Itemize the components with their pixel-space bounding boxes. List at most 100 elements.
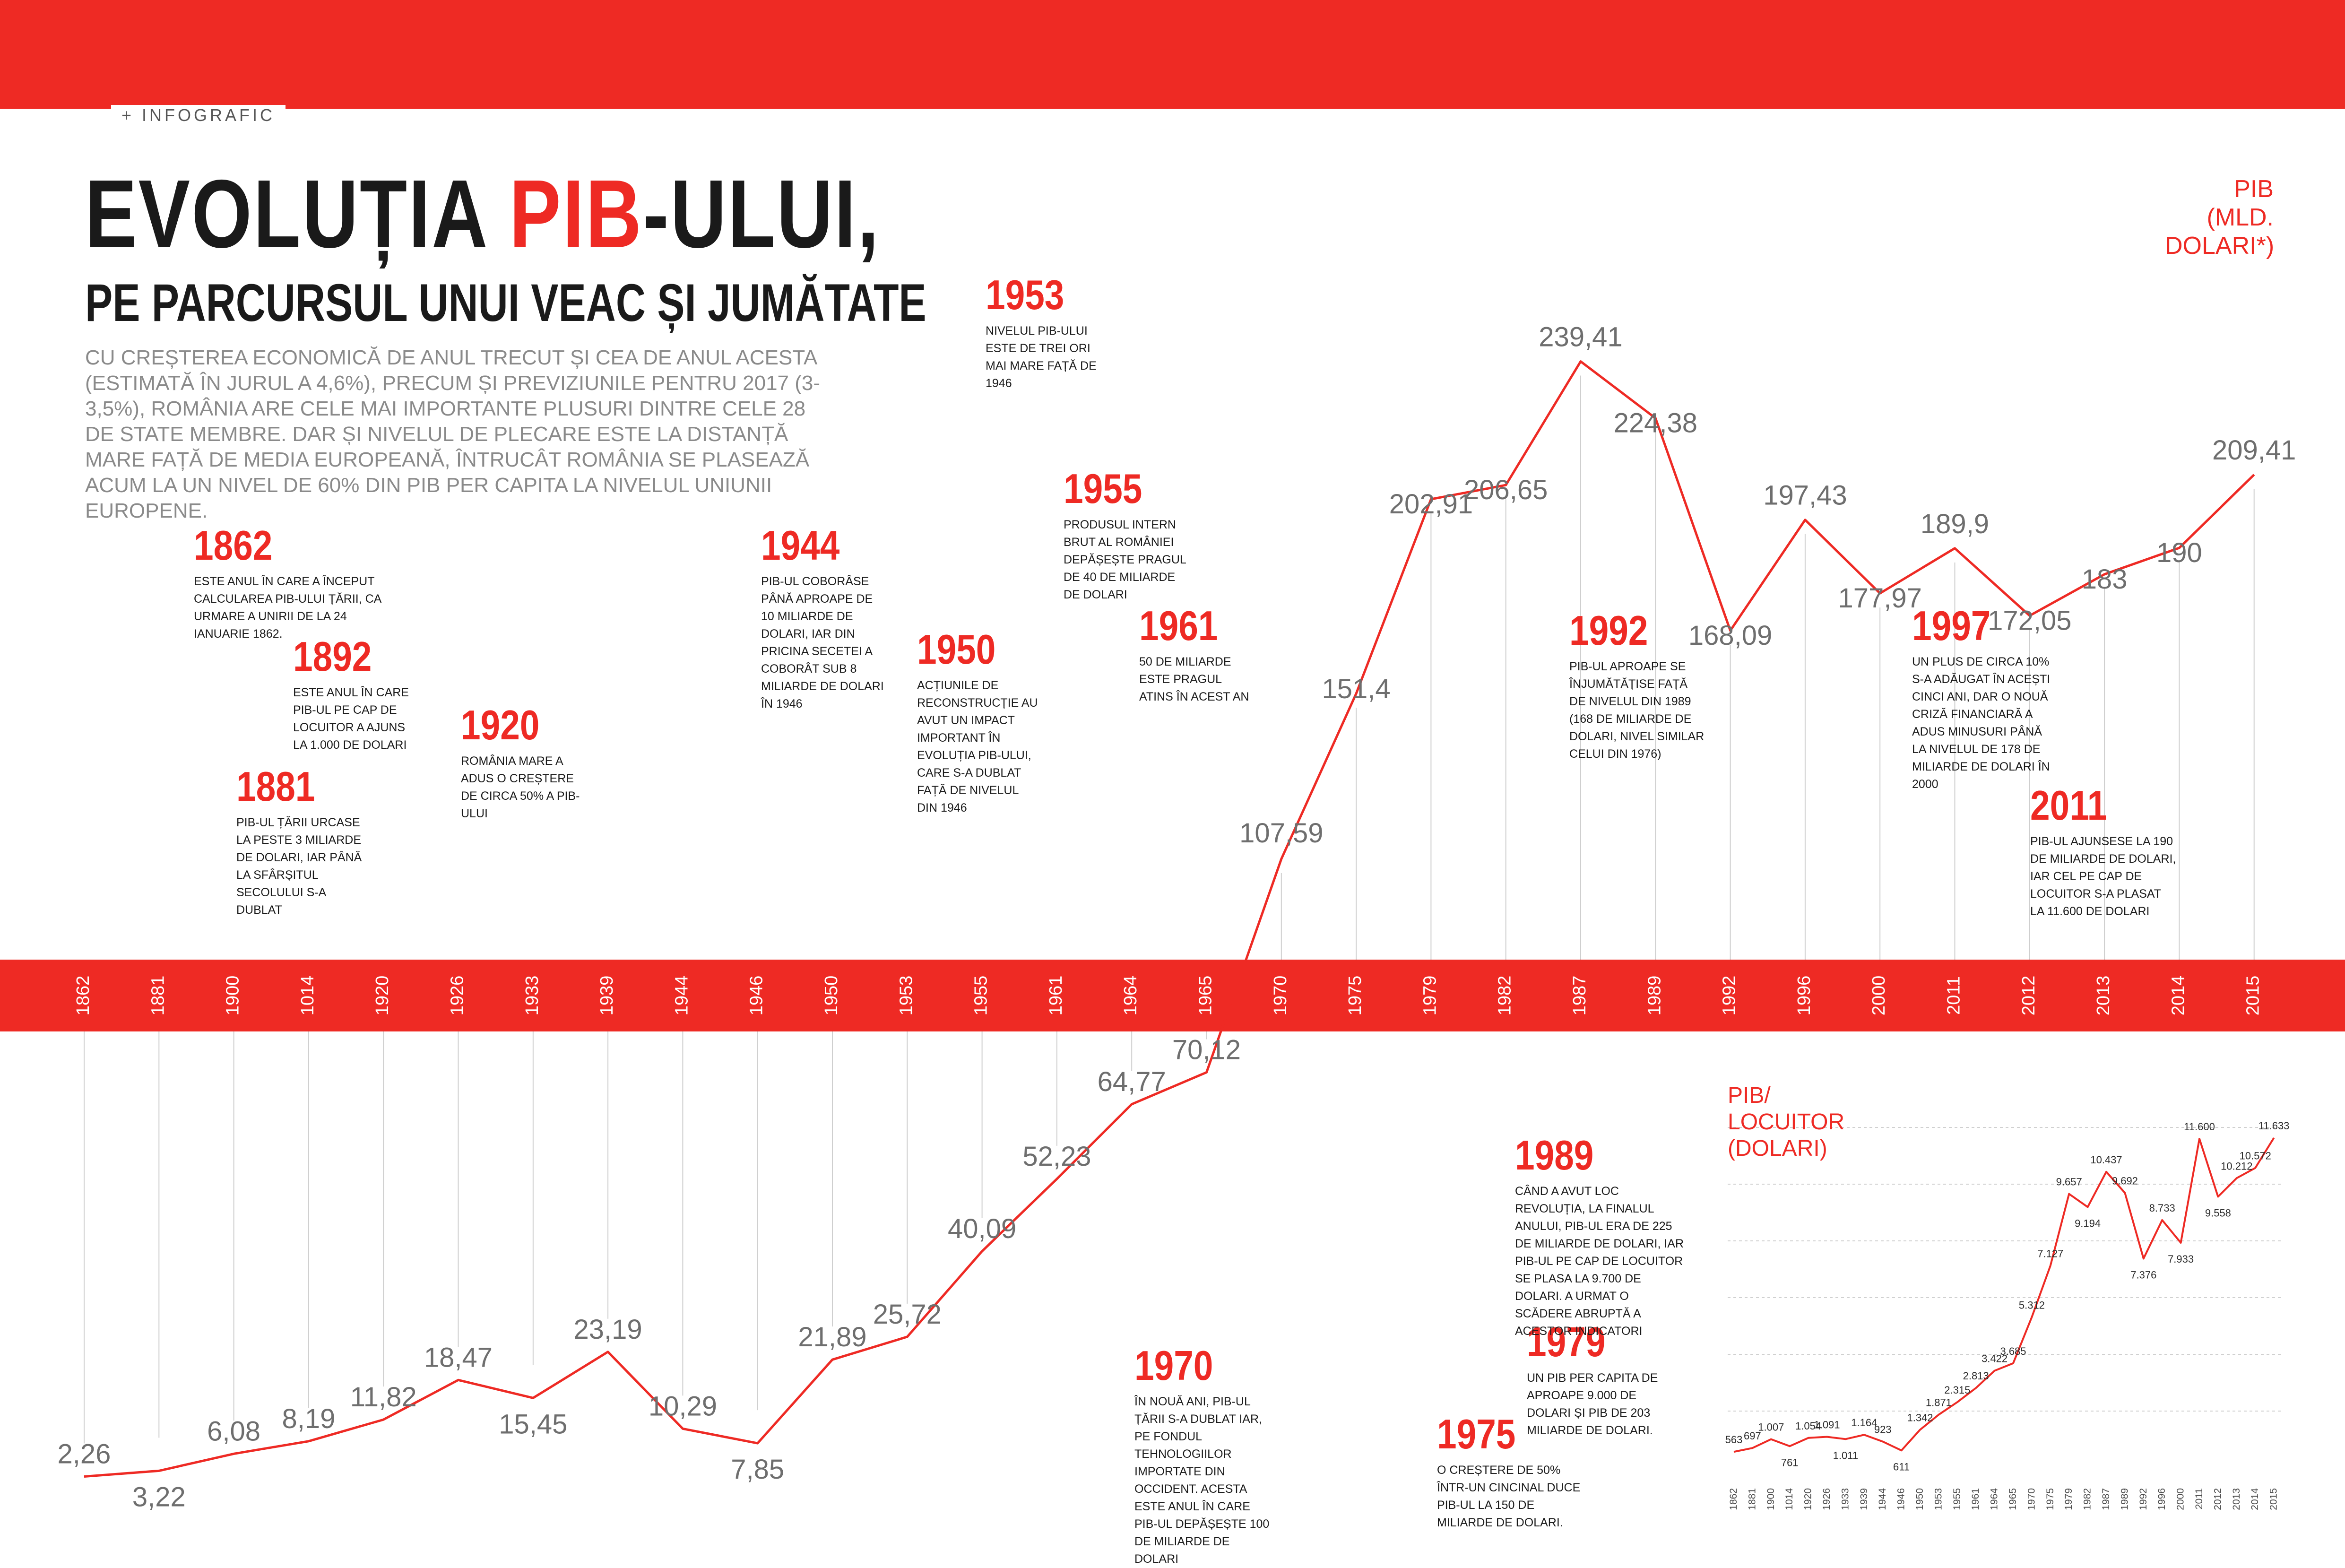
event-2011: 2011 PIB-ul ajunsese la 190 de miliarde … [2030,785,2177,920]
value-label-1992: 168,09 [1688,620,1772,651]
capita-year-tick-1862: 1862 [1728,1488,1739,1510]
event-year: 1979 [1527,1318,1606,1365]
capita-year-tick-1996: 1996 [2156,1488,2167,1510]
capita-year-tick-1881: 1881 [1747,1488,1757,1510]
year-tick-1900: 1900 [223,976,243,1016]
year-tick-2013: 2013 [2094,976,2113,1016]
capita-year-tick-1944: 1944 [1877,1488,1888,1510]
capita-year-tick-1970: 1970 [2026,1488,2037,1510]
capita-value-label-1992: 7.376 [2130,1269,2156,1281]
capita-value-label-1862: 563 [1725,1434,1743,1446]
event-year: 1862 [194,522,273,569]
event-year: 1989 [1515,1132,1594,1178]
year-tick-1881: 1881 [148,976,168,1016]
value-label-2011: 189,9 [1921,509,1989,539]
year-tick-1996: 1996 [1794,976,1814,1016]
event-1944: 1944 PIB-ul coborâse până aproape de 10 … [761,525,889,713]
event-text: Un PIB per capita de aproape 9.000 de do… [1527,1371,1658,1437]
value-label-1975: 151,4 [1322,674,1391,704]
capita-year-tick-2014: 2014 [2250,1488,2260,1510]
year-tick-1992: 1992 [1720,976,1739,1016]
value-label-2000: 177,97 [1838,583,1921,614]
event-1950: 1950 Acțiunile de reconstrucție au avut … [917,629,1040,817]
capita-year-tick-1961: 1961 [1970,1488,1981,1510]
year-tick-1965: 1965 [1196,976,1216,1016]
year-tick-2014: 2014 [2168,976,2188,1016]
event-text: PIB-ul țării urcase la peste 3 miliarde … [236,816,362,917]
event-1992: 1992 PIB-ul aproape se înjumătățise față… [1569,610,1706,763]
timeline-band [0,960,2345,1031]
capita-year-tick-1975: 1975 [2045,1488,2056,1510]
capita-year-tick-1946: 1946 [1896,1488,1907,1510]
capita-value-label-1953: 1.871 [1926,1397,1952,1409]
event-text: Produsul intern brut al României depășeș… [1064,518,1186,601]
event-1975: 1975 O creștere de 50% într-un cincinal … [1437,1413,1593,1532]
capita-value-label-1014: 761 [1781,1456,1799,1468]
event-1970: 1970 În nouă ani, PIB-ul țării s-a dubla… [1134,1345,1276,1568]
year-tick-1926: 1926 [448,976,467,1016]
capita-year-tick-1933: 1933 [1840,1488,1851,1510]
page-subtitle: PE PARCURSUL UNUI VEAC ȘI JUMĂTATE [85,273,926,332]
capita-value-label-1996: 8.733 [2149,1202,2175,1214]
value-label-1964: 64,77 [1098,1066,1166,1097]
value-label-1979: 202,91 [1389,489,1473,520]
capita-year-tick-1955: 1955 [1952,1488,1963,1510]
event-year: 1944 [761,522,840,569]
year-tick-1862: 1862 [73,976,93,1016]
event-year: 1997 [1912,602,1991,649]
capita-value-label-1946: 611 [1893,1461,1910,1473]
capita-year-tick-1964: 1964 [1989,1488,2000,1510]
year-tick-1014: 1014 [298,976,318,1016]
value-label-1900: 6,08 [207,1416,260,1447]
top-banner [0,0,2345,109]
capita-value-label-2015: 11.633 [2258,1120,2290,1132]
year-tick-1950: 1950 [822,976,841,1016]
value-label-2013: 183 [2082,564,2128,595]
capita-value-label-2014: 10.572 [2240,1150,2271,1162]
capita-year-tick-1939: 1939 [1859,1488,1869,1510]
gdp-line [84,360,2255,1478]
event-text: Acțiunile de reconstrucție au avut un im… [917,679,1038,814]
value-label-1953: 25,72 [873,1299,942,1330]
capita-year-tick-2012: 2012 [2212,1488,2223,1510]
value-label-2015: 209,41 [2212,435,2296,466]
capita-value-label-2012: 9.558 [2205,1207,2231,1219]
year-tick-1944: 1944 [672,976,692,1016]
event-year: 1955 [1064,465,1142,512]
capita-value-label-1989: 9.692 [2112,1175,2138,1187]
capita-value-label-1950: 1.342 [1907,1412,1933,1423]
event-year: 1920 [461,702,540,748]
event-1862: 1862 Este anul în care a început calcula… [194,525,397,643]
value-label-2012: 172,05 [1988,605,2071,636]
capita-year-tick-1926: 1926 [1821,1488,1832,1510]
leader-lines [84,375,2255,1444]
event-year: 1961 [1139,602,1218,649]
capita-value-label-2000: 7.933 [2168,1253,2194,1265]
capita-value-label-1975: 7.127 [2037,1247,2063,1259]
capita-year-tick-1950: 1950 [1914,1488,1925,1510]
event-year: 1892 [293,633,372,680]
event-1961: 1961 50 de miliarde este pragul atins în… [1139,605,1257,706]
capita-year-tick-1014: 1014 [1784,1488,1795,1510]
value-label-1955: 40,09 [948,1213,1016,1244]
event-1955: 1955 Produsul intern brut al României de… [1064,468,1186,604]
capita-value-label-2013: 10.212 [2221,1160,2252,1172]
page-title: EVOLUȚIA PIB-ULUI, [85,165,880,262]
capita-year-tick-2013: 2013 [2231,1488,2242,1510]
value-label-1970: 107,59 [1239,818,1323,849]
year-tick-2015: 2015 [2243,976,2263,1016]
year-tick-1961: 1961 [1046,976,1066,1016]
value-label-2014: 190 [2156,537,2202,568]
year-tick-1970: 1970 [1271,976,1290,1016]
capita-year-tick-1953: 1953 [1933,1488,1944,1510]
event-text: 50 de miliarde este pragul atins în aces… [1139,655,1249,703]
event-1881: 1881 PIB-ul țării urcase la peste 3 mili… [236,766,369,919]
title-part-3: -ULUI, [643,160,881,268]
capita-value-label-1987: 10.437 [2090,1154,2122,1166]
capita-year-tick-1979: 1979 [2063,1488,2074,1510]
value-label-1982: 206,65 [1464,475,1548,505]
value-label-1939: 23,19 [574,1314,642,1345]
event-text: Nivelul PIB-ului este de trei ori mai ma… [986,324,1097,390]
